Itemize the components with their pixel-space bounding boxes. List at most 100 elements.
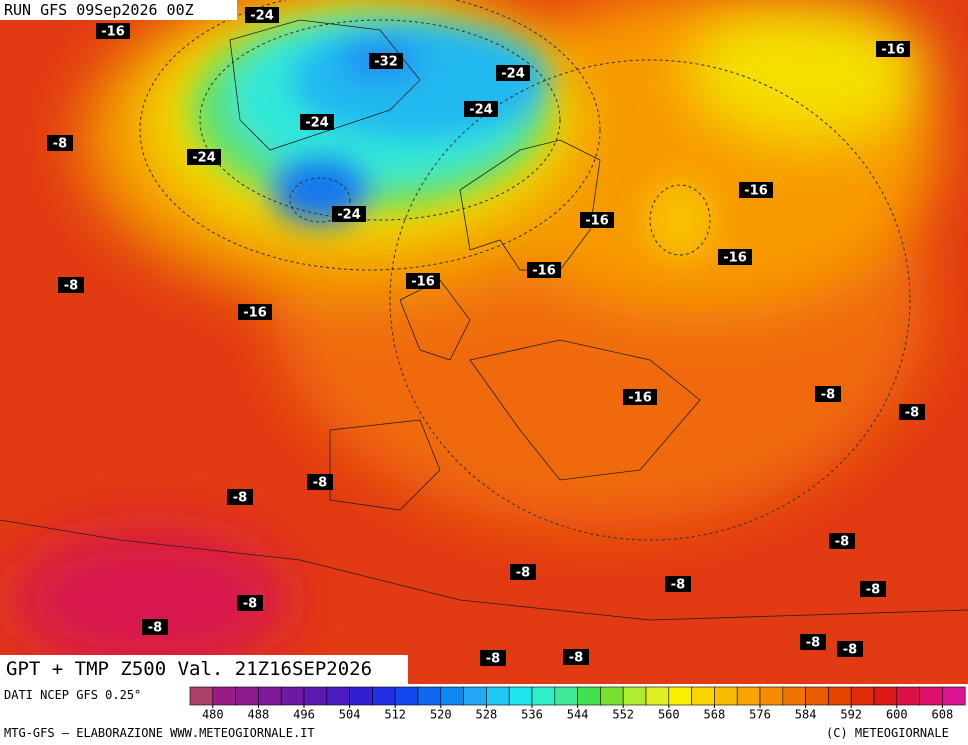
colorbar-tick-label: 560 [658, 708, 680, 722]
colorbar-cell [691, 686, 715, 706]
colorbar-cell [896, 686, 920, 706]
colorbar-cell [942, 686, 966, 706]
label-box [187, 149, 221, 165]
label-box [237, 595, 263, 611]
label-box [739, 182, 773, 198]
label-box [58, 277, 84, 293]
run-label: RUN GFS 09Sep2026 00Z [0, 0, 237, 20]
colorbar-tick-label: 608 [932, 708, 954, 722]
temperature-label: -8 [835, 535, 849, 550]
colorbar-tick-label: 512 [384, 708, 406, 722]
colorbar-cell [600, 686, 624, 706]
colorbar-cell [577, 686, 601, 706]
colorbar-tick-label: 584 [795, 708, 817, 722]
temperature-label: -8 [843, 643, 857, 658]
temperature-label: -16 [723, 251, 747, 266]
map-title: GPT + TMP Z500 Val. 21Z16SEP2026 [0, 655, 408, 684]
colorbar-cell [189, 686, 214, 706]
colorbar-tick-label: 520 [430, 708, 452, 722]
temperature-label: -24 [469, 103, 493, 118]
map: -24 -16 -32 -24 -24 -24 -16 -8 -24 -24 -16 -16 -16 -1… [0, 0, 968, 684]
colorbar-tick-label: 504 [339, 708, 361, 722]
colorbar-cell [303, 686, 328, 706]
colorbar-cell [280, 686, 305, 706]
colorbar-cell [326, 686, 350, 706]
label-box [527, 262, 561, 278]
temperature-label: -8 [486, 652, 500, 667]
colorbar-cell [919, 686, 943, 706]
colorbar-cell [235, 686, 259, 706]
colorbar-tick-label: 528 [476, 708, 498, 722]
colorbar-cell [417, 686, 442, 706]
colorbar-cell [668, 686, 692, 706]
label-box [718, 249, 752, 265]
colorbar-cell [463, 686, 487, 706]
colorbar-cell [782, 686, 806, 706]
footer-right: (C) METEOGIORNALE [826, 726, 949, 740]
label-box [829, 533, 855, 549]
temperature-label: -16 [532, 264, 556, 279]
temperature-label: -8 [569, 651, 583, 666]
label-box [142, 619, 168, 635]
colorbar-cell [736, 686, 761, 706]
temperature-label: -16 [243, 306, 267, 321]
colorbar-tick-label: 536 [521, 708, 543, 722]
colorbar-tick-label: 568 [704, 708, 726, 722]
colorbar-cell [349, 686, 373, 706]
label-box [369, 53, 403, 69]
colorbar-tick-label: 488 [248, 708, 270, 722]
temperature-label: -24 [305, 116, 329, 131]
colorbar-tick-label: 544 [567, 708, 589, 722]
colorbar-tick-label: 496 [293, 708, 315, 722]
label-box [227, 489, 253, 505]
colorbar-cell [554, 686, 578, 706]
temperature-label: -24 [250, 9, 274, 24]
label-box [496, 65, 530, 81]
label-box [837, 641, 863, 657]
footer-left: MTG-GFS — ELABORAZIONE WWW.METEOGIORNALE… [4, 726, 315, 740]
label-box [238, 304, 272, 320]
temperature-label: -8 [671, 578, 685, 593]
colorbar-cell [850, 686, 875, 706]
colorbar-tick-label: 600 [886, 708, 908, 722]
label-box [623, 389, 657, 405]
label-box [332, 206, 366, 222]
label-box [876, 41, 910, 57]
temperature-label: -24 [192, 151, 216, 166]
temperature-label: -16 [881, 43, 905, 58]
colorbar-cell [828, 686, 852, 706]
temperature-label: -16 [101, 25, 125, 40]
label-box [860, 581, 886, 597]
colorbar-tick-label: 576 [749, 708, 771, 722]
colorbar-cell [759, 686, 784, 706]
label-box [480, 650, 506, 666]
temperature-label: -16 [411, 275, 435, 290]
temperature-label: -8 [516, 566, 530, 581]
colorbar-cell [258, 686, 282, 706]
temperature-label: -24 [337, 208, 361, 223]
temperature-label: -8 [243, 597, 257, 612]
temperature-label: -8 [806, 636, 820, 651]
label-box [563, 649, 589, 665]
colorbar-tick-label: 480 [202, 708, 224, 722]
colorbar-cell [486, 686, 510, 706]
label-box [300, 114, 334, 130]
colorbar-cell [873, 686, 898, 706]
colorbar-tick-label: 552 [612, 708, 634, 722]
temperature-label: -8 [53, 137, 67, 152]
colorbar-cell [372, 686, 396, 706]
label-box [245, 7, 279, 23]
temperature-label: -16 [585, 214, 609, 229]
label-box [580, 212, 614, 228]
label-box [665, 576, 691, 592]
temperature-label: -16 [628, 391, 652, 406]
colorbar-cell [622, 686, 647, 706]
temperature-label: -8 [905, 406, 919, 421]
label-box [406, 273, 440, 289]
temperature-label: -8 [64, 279, 78, 294]
temperature-label: -8 [866, 583, 880, 598]
label-box [815, 386, 841, 402]
temperature-label: -32 [374, 55, 398, 70]
colorbar-cell [531, 686, 556, 706]
